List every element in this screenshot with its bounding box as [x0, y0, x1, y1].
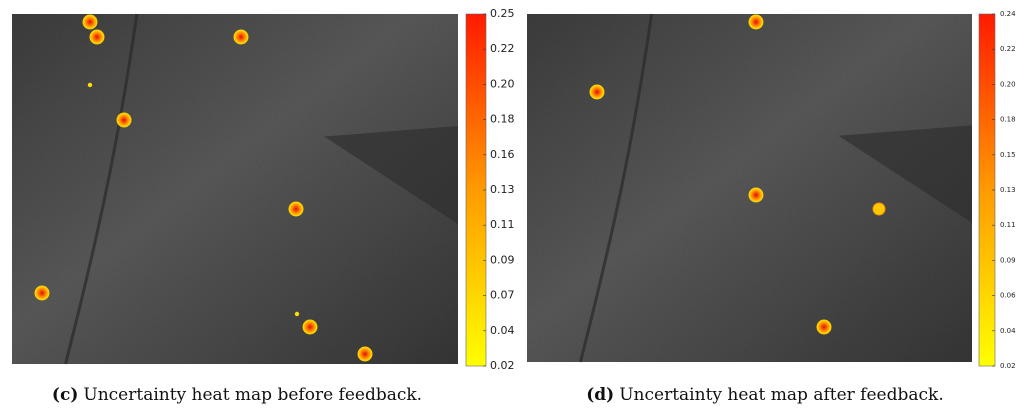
caption: (d)Uncertainty heat map after feedback.	[586, 385, 943, 405]
colorbar-tick-label: 0.18	[1000, 116, 1016, 124]
uncertainty-spot	[303, 320, 318, 335]
uncertainty-spot	[117, 113, 132, 128]
uncertainty-spot	[873, 203, 885, 215]
colorbar-tick-label: 0.09	[1000, 256, 1016, 264]
colorbar-tick-label: 0.02	[490, 359, 515, 372]
colorbar-tick-label: 0.16	[490, 148, 515, 161]
caption-label: (c)	[52, 385, 78, 405]
caption-label: (d)	[586, 385, 614, 405]
colorbar-tick-label: 0.24	[1000, 10, 1016, 18]
uncertainty-spot	[83, 15, 98, 30]
colorbar-tick-label: 0.22	[490, 42, 515, 55]
colorbar-tick-label: 0.02	[1000, 362, 1016, 370]
colorbar-tick-label: 0.20	[490, 77, 515, 90]
colorbar-tick-label: 0.15	[1000, 151, 1016, 159]
uncertainty-spot	[234, 30, 249, 45]
uncertainty-spot	[90, 30, 105, 45]
colorbar-tick-label: 0.07	[490, 289, 515, 302]
uncertainty-spot	[749, 188, 764, 203]
uncertainty-spot	[358, 347, 373, 362]
colorbar-tick-label: 0.09	[490, 253, 515, 266]
colorbar-tick-label: 0.06	[1000, 292, 1016, 300]
colorbar-tick-label: 0.04	[1000, 327, 1016, 335]
uncertainty-spot	[817, 320, 832, 335]
colorbar-tick-label: 0.04	[490, 324, 515, 337]
colorbar-tick-label: 0.25	[490, 7, 515, 20]
uncertainty-spot	[590, 85, 605, 100]
figure: 0.25 0.22 0.20 0.18 0.16 0.13 0.11 0.09 0.07 0.04…	[0, 0, 1025, 409]
colorbar-tick-label: 0.13	[1000, 186, 1016, 194]
colorbar-tick-label: 0.18	[490, 113, 515, 126]
uncertainty-spot	[35, 286, 50, 301]
uncertainty-spot	[289, 202, 304, 217]
uncertainty-dot	[88, 83, 92, 87]
colorbar-tick-label: 0.11	[490, 218, 515, 231]
colorbar-tick-label: 0.22	[1000, 45, 1016, 53]
caption-text: Uncertainty heat map after feedback.	[619, 385, 944, 405]
colorbar-tick-label: 0.11	[1000, 221, 1016, 229]
caption: (c)Uncertainty heat map before feedback.	[52, 385, 422, 405]
caption-text: Uncertainty heat map before feedback.	[83, 385, 422, 405]
uncertainty-dot	[295, 312, 299, 316]
colorbar-tick-label: 0.20	[1000, 80, 1016, 88]
colorbar-tick-label: 0.13	[490, 183, 515, 196]
uncertainty-spot	[749, 15, 764, 30]
